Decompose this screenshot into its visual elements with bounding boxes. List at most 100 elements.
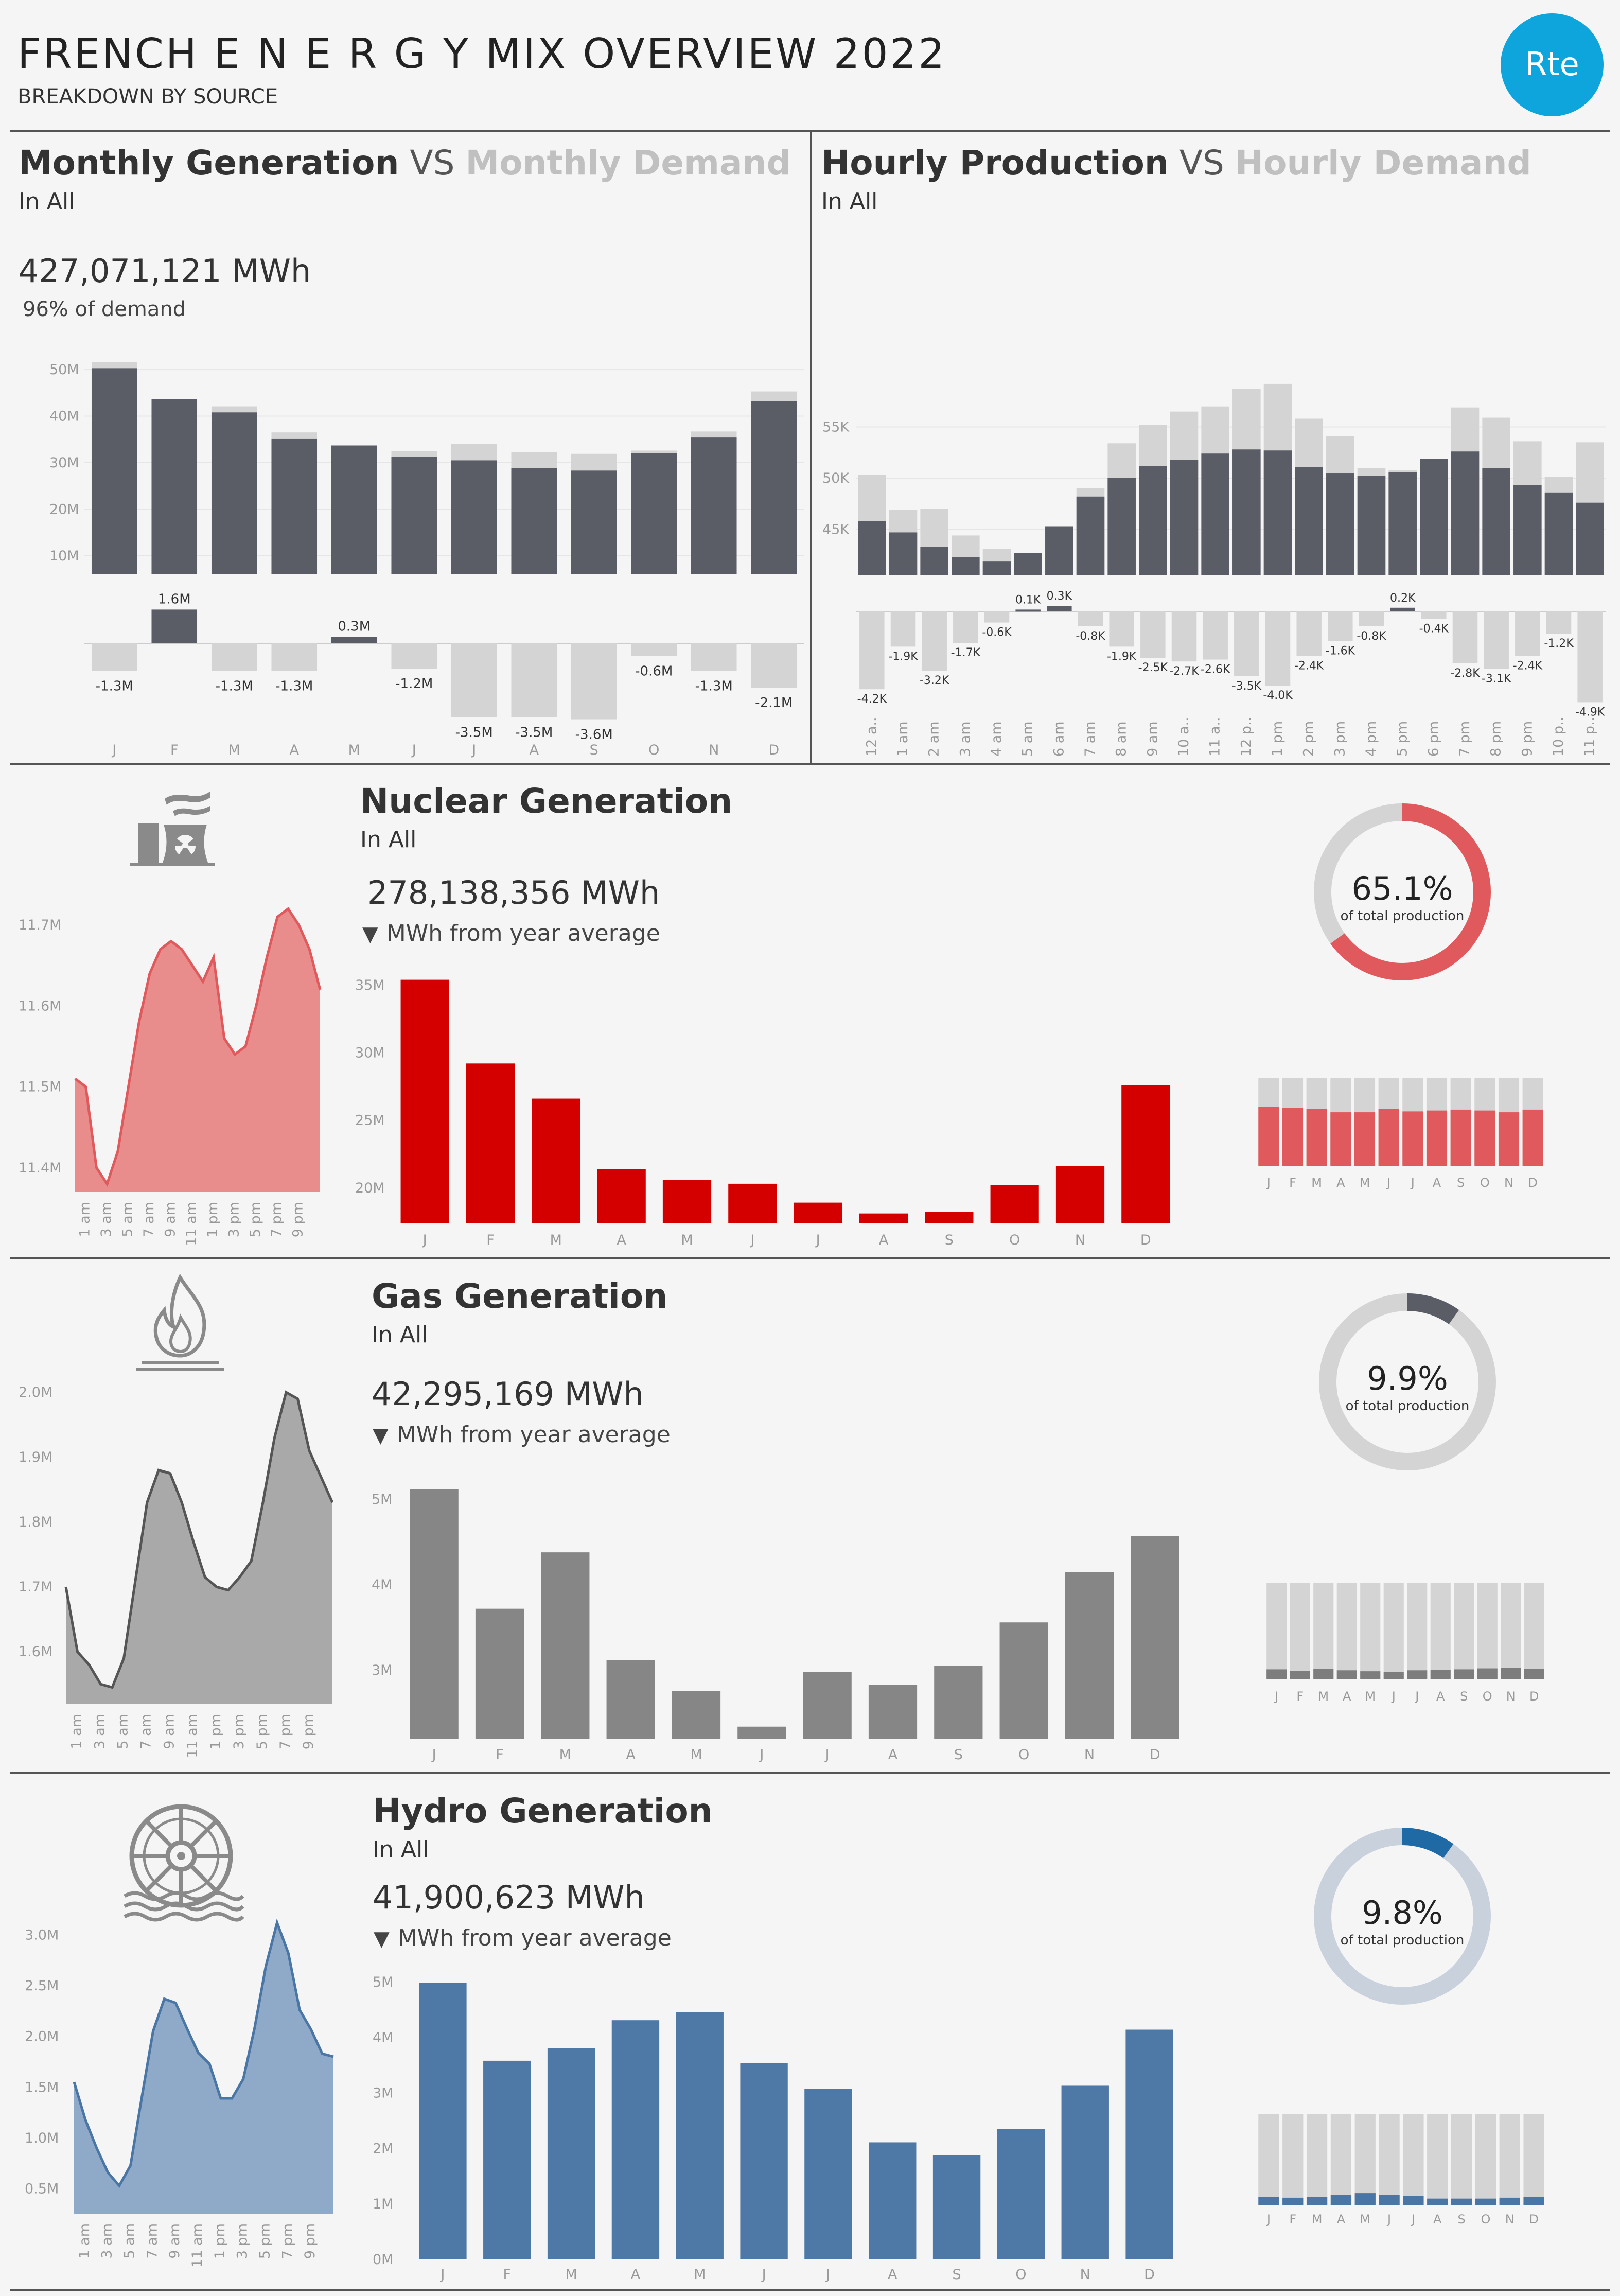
- nuclear-monthly-bar: [597, 1169, 646, 1223]
- hydro-hourly-xtick: 9 pm: [302, 2223, 318, 2259]
- hydro-share-monthly-total-bar: [1403, 2114, 1424, 2205]
- gas-share-monthly-xtick: A: [1436, 1689, 1445, 1704]
- monthly-difference-value-label: -2.1M: [755, 695, 793, 711]
- nuclear-share-donut: 65.1% of total production: [1314, 803, 1491, 980]
- hourly-difference-bar: [1140, 611, 1166, 658]
- gas-hourly-ytick: 2.0M: [19, 1384, 52, 1400]
- hydro-hourly-xtick: 3 pm: [235, 2223, 251, 2259]
- nuclear-monthly-xtick: J: [422, 1232, 427, 1248]
- nuclear-hourly-xtick: 3 am: [98, 1202, 114, 1237]
- hourly-difference-bar: [890, 611, 916, 647]
- gas-share-monthly-share-bar: [1477, 1668, 1498, 1679]
- hourly-production-bar: [1576, 502, 1604, 575]
- hourly-production-bar: [858, 521, 886, 575]
- monthly-difference-bar: [271, 643, 318, 671]
- nuclear-monthly-xtick: M: [681, 1232, 693, 1248]
- gas-share-monthly-total-bar: [1407, 1583, 1428, 1679]
- gas-monthly-ytick: 3M: [372, 1662, 392, 1678]
- gas-share-monthly-xtick: N: [1506, 1689, 1516, 1704]
- nuclear-share-monthly-share-bar: [1258, 1107, 1279, 1166]
- hourly-difference-value-label: -3.2K: [920, 674, 949, 687]
- hydro-hourly-xtick: 7 pm: [279, 2223, 295, 2259]
- monthly-difference-bar: [331, 637, 377, 643]
- hourly-difference-value-label: -3.1K: [1482, 673, 1511, 686]
- hourly-difference-xtick: 7 am: [1082, 721, 1098, 757]
- gas-share-monthly-share-bar: [1266, 1669, 1287, 1679]
- hourly-difference-xtick: 11 a..: [1207, 717, 1223, 757]
- hourly-difference-xtick: 4 pm: [1363, 721, 1379, 757]
- hydro-monthly-xtick: J: [439, 2267, 445, 2283]
- hydro-share-monthly-total-bar: [1306, 2114, 1328, 2205]
- gas-monthly-bar: [541, 1552, 590, 1739]
- nuclear-share-monthly-share-bar: [1354, 1112, 1376, 1166]
- hourly-difference-bar: [1203, 611, 1228, 660]
- nuclear-share-monthly-share-bar: [1426, 1110, 1448, 1166]
- down-triangle-icon: ▼: [362, 922, 378, 946]
- gas-share-monthly-share-bar: [1313, 1669, 1334, 1679]
- monthly-panel-title: Monthly Generation VS Monthly Demand: [19, 143, 791, 183]
- hourly-difference-bar: [859, 611, 885, 690]
- hourly-difference-value-label: 0.2K: [1390, 592, 1416, 605]
- nuclear-monthly-bar: [400, 979, 449, 1223]
- nuclear-monthly-bar: [728, 1183, 777, 1223]
- nuclear-monthly-ytick: 20M: [355, 1180, 385, 1196]
- hourly-difference-value-label: -4.0K: [1263, 689, 1293, 702]
- monthly-generation-bar: [511, 468, 557, 574]
- hourly-production-bar: [1451, 451, 1480, 575]
- hourly-difference-value-label: -1.7K: [951, 646, 981, 659]
- page-subtitle: BREAKDOWN BY SOURCE: [17, 85, 278, 109]
- monthly-difference-value-label: -1.3M: [96, 678, 133, 694]
- nuclear-share-monthly-xtick: A: [1433, 1176, 1441, 1190]
- hydro-monthly-xtick: J: [825, 2267, 830, 2283]
- gas-hourly-xtick: 3 am: [92, 1714, 108, 1749]
- hourly-difference-bar: [1265, 611, 1291, 686]
- hydro-share-monthly-total-bar: [1427, 2114, 1448, 2205]
- hourly-difference-value-label: -1.9K: [1107, 650, 1137, 663]
- gas-monthly-bar: [868, 1685, 918, 1739]
- hourly-difference-xtick: 1 am: [895, 721, 911, 757]
- nuclear-hourly-xtick: 3 pm: [226, 1202, 242, 1237]
- gas-monthly-xtick: S: [954, 1747, 963, 1763]
- hydro-share-monthly-xtick: A: [1337, 2212, 1346, 2227]
- monthly-generation-bar: [691, 437, 737, 574]
- gas-share-monthly-total-bar: [1266, 1583, 1287, 1679]
- nuclear-avg-text: MWh from year average: [386, 920, 660, 947]
- nuclear-monthly-bar: [990, 1185, 1039, 1223]
- hourly-demand-title: Hourly Demand: [1235, 143, 1531, 183]
- hydro-monthly-ytick: 0M: [373, 2252, 393, 2268]
- hydro-hourly-ytick: 0.5M: [25, 2181, 59, 2197]
- hydro-monthly-bar: [611, 2020, 660, 2259]
- hydro-monthly-ytick: 5M: [373, 1974, 393, 1990]
- monthly-difference-xtick: A: [290, 742, 300, 758]
- monthly-generation-bar: [151, 399, 198, 574]
- hydro-monthly-xtick: M: [565, 2267, 577, 2283]
- hourly-difference-xtick: 9 am: [1144, 721, 1160, 757]
- monthly-generation-ytick: 10M: [49, 548, 79, 564]
- gas-monthly-bar: [410, 1489, 459, 1739]
- gas-hourly-line: [64, 1390, 334, 1689]
- hourly-difference-xtick: 8 am: [1114, 721, 1130, 757]
- gas-share-monthly-total-bar: [1501, 1583, 1521, 1679]
- footer-divider: [10, 2289, 1610, 2291]
- nuclear-monthly-bar: [1055, 1166, 1105, 1223]
- hydro-share-monthly-xtick: J: [1386, 2212, 1391, 2227]
- gas-monthly-xtick: J: [431, 1747, 436, 1763]
- hourly-difference-xtick: 7 pm: [1457, 721, 1473, 757]
- monthly-difference-bar: [511, 643, 557, 717]
- hourly-production-bar: [1014, 553, 1042, 575]
- monthly-difference-bar: [151, 609, 198, 643]
- gas-hourly-xtick: 7 am: [138, 1714, 154, 1749]
- monthly-difference-xtick: J: [411, 742, 416, 758]
- nuclear-hourly-ytick: 11.5M: [19, 1079, 61, 1095]
- hydro-hourly-xtick: 9 am: [167, 2223, 183, 2259]
- hydro-monthly-ytick: 1M: [373, 2196, 393, 2212]
- hydro-hourly-xtick: 7 am: [144, 2223, 160, 2259]
- hydro-share-monthly-total-bar: [1354, 2114, 1376, 2205]
- gas-hourly-ytick: 1.7M: [19, 1579, 52, 1595]
- nuclear-hourly-xtick: 11 am: [184, 1202, 200, 1246]
- monthly-difference-bar: [691, 643, 737, 671]
- hourly-production-bar: [1107, 478, 1136, 575]
- hourly-difference-value-label: -4.9K: [1575, 706, 1605, 718]
- hydro-share-monthly-xtick: N: [1505, 2212, 1515, 2227]
